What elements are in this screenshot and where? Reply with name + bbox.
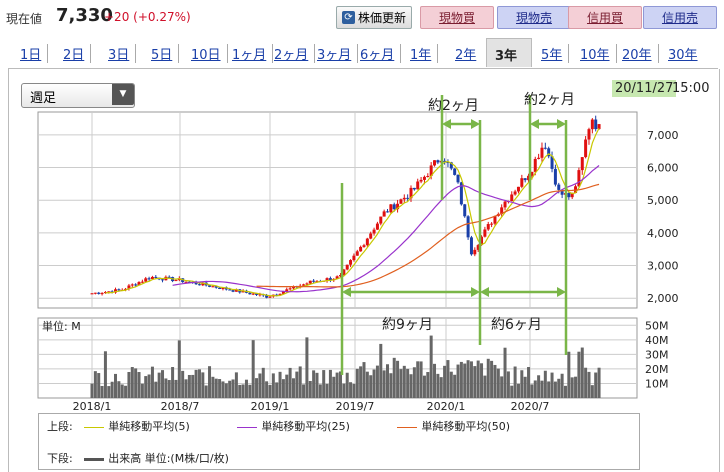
tab-6m[interactable]: 6ヶ月 [360, 44, 402, 63]
dropdown-arrow-icon: ▼ [112, 84, 134, 105]
tab-10d[interactable]: 10日 [191, 44, 228, 63]
tab-10y[interactable]: 10年 [580, 44, 617, 63]
quote-header: 現在値 7,330 +20 (+0.27%) ⟳ 株価更新 現物買 現物売 信用… [0, 0, 724, 34]
ma5-swatch [84, 426, 105, 428]
volume-swatch [84, 457, 105, 461]
refresh-label: 株価更新 [357, 11, 406, 25]
legend-ma50: 単純移動平均(50) [421, 420, 510, 433]
tab-3y[interactable]: 3年 [486, 38, 532, 67]
margin-sell-button[interactable]: 信用売 [643, 6, 717, 29]
legend-ma5: 単純移動平均(5) [108, 420, 190, 433]
tab-30y[interactable]: 30年 [668, 48, 698, 63]
price-change: +20 (+0.27%) [104, 10, 191, 24]
legend-ma25: 単純移動平均(25) [261, 420, 350, 433]
chart-time: 15:00 [672, 81, 710, 96]
period-select[interactable]: 週足 ▼ [21, 83, 135, 108]
period-tabs: 1日 2日 3日 5日 10日 1ヶ月 2ヶ月 3ヶ月 6ヶ月 1年 2年 3年… [8, 38, 718, 69]
refresh-icon: ⟳ [341, 11, 355, 24]
tab-1d[interactable]: 1日 [20, 44, 49, 63]
chart-panel [8, 69, 720, 472]
chart-date: 20/11/27 [612, 80, 677, 97]
cash-sell-button[interactable]: 現物売 [497, 6, 571, 29]
legend-upper-label: 上段: [47, 420, 73, 433]
tab-1y[interactable]: 1年 [410, 44, 439, 63]
tab-2d[interactable]: 2日 [63, 44, 92, 63]
tab-5y[interactable]: 5年 [541, 44, 570, 63]
tab-20y[interactable]: 20年 [622, 44, 659, 63]
current-price-label: 現在値 [6, 12, 43, 26]
legend-lower-label: 下段: [47, 452, 73, 465]
tab-3d[interactable]: 3日 [108, 44, 137, 63]
tab-5d[interactable]: 5日 [151, 44, 180, 63]
ma50-swatch [397, 426, 418, 428]
legend-volume: 出来高 単位:(M株/口/枚) [108, 452, 229, 465]
tab-2y[interactable]: 2年 [455, 48, 477, 63]
period-select-value: 週足 [30, 91, 57, 106]
refresh-price-button[interactable]: ⟳ 株価更新 [336, 6, 412, 29]
chart-legend: 上段: 単純移動平均(5) 単純移動平均(25) 単純移動平均(50) 下段: … [38, 413, 640, 470]
margin-buy-button[interactable]: 信用買 [568, 6, 642, 29]
tab-1m[interactable]: 1ヶ月 [232, 44, 274, 63]
current-price: 7,330 [56, 5, 113, 26]
ma25-swatch [237, 426, 258, 428]
tab-3m[interactable]: 3ヶ月 [317, 44, 359, 63]
tab-2m[interactable]: 2ヶ月 [274, 44, 316, 63]
cash-buy-button[interactable]: 現物買 [420, 6, 494, 29]
